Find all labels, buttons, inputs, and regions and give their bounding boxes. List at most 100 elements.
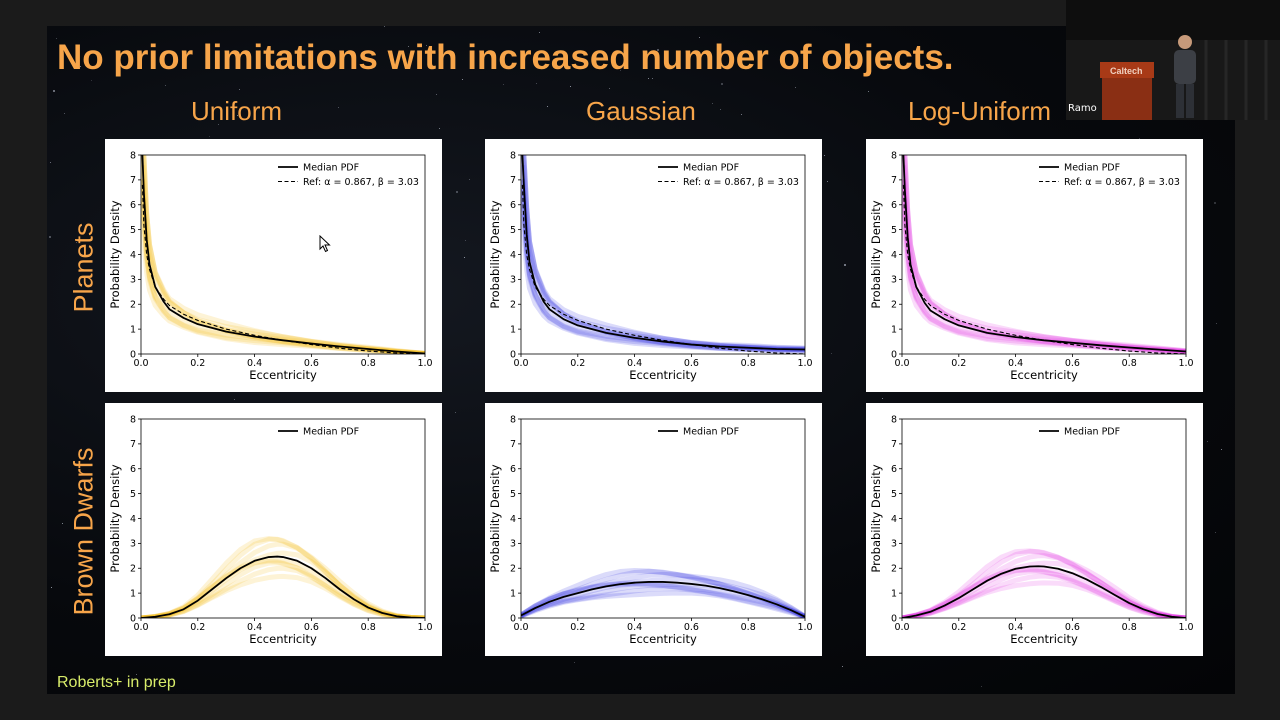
podium	[1100, 62, 1154, 120]
y-axis-label: Probability Density	[488, 200, 502, 308]
x-axis-label: Eccentricity	[249, 368, 317, 382]
y-tick-label: 5	[130, 489, 136, 500]
chart-uniform-brown-dwarfs: 0.0 0.2 0.4 0.6 0.8 1.0 0 1 2 3 4 5 6 7 8 Eccentricity P…	[105, 403, 442, 656]
posterior-sample-band	[141, 560, 425, 618]
posterior-sample-band	[902, 189, 1186, 354]
y-tick-label: 3	[510, 275, 516, 286]
y-tick-label: 7	[510, 439, 516, 450]
y-tick-label: 2	[891, 564, 897, 575]
x-axis-label: Eccentricity	[1010, 632, 1078, 646]
y-tick-label: 2	[510, 300, 516, 311]
y-tick-label: 0	[891, 613, 897, 624]
median-pdf-line	[902, 155, 1186, 353]
mouse-cursor-icon	[319, 235, 331, 253]
posterior-sample-band	[141, 536, 425, 618]
chart-svg: 0.0 0.2 0.4 0.6 0.8 1.0 0 1 2 3 4 5 6 7 8 Eccentricity P…	[869, 414, 1194, 646]
posterior-sample-band	[902, 155, 1186, 354]
legend: Median PDF Ref: α = 0.867, β = 3.03	[658, 163, 799, 188]
speaker-video-inset: Caltech Ramo	[1066, 0, 1280, 120]
y-tick-label: 3	[130, 539, 136, 550]
posterior-sample-band	[902, 573, 1186, 618]
legend-label: Ref: α = 0.867, β = 3.03	[683, 177, 799, 188]
x-tick-label: 0.8	[741, 622, 756, 633]
y-tick-label: 6	[130, 200, 136, 211]
posterior-sample-band	[902, 214, 1186, 354]
posterior-sample-band	[141, 180, 425, 354]
x-tick-label: 1.0	[417, 622, 432, 633]
legend: Median PDF	[658, 427, 739, 438]
posterior-sample-band	[521, 586, 805, 618]
legend-label: Ref: α = 0.867, β = 3.03	[1064, 177, 1180, 188]
plot-area	[902, 548, 1186, 618]
y-tick-label: 0	[891, 349, 897, 360]
posterior-sample-band	[902, 548, 1186, 618]
x-tick-label: 1.0	[797, 358, 812, 369]
y-tick-label: 5	[130, 225, 136, 236]
y-tick-label: 0	[510, 613, 516, 624]
posterior-sample-band	[141, 155, 425, 354]
x-axis-label: Eccentricity	[629, 632, 697, 646]
posterior-sample-band	[521, 178, 805, 353]
x-tick-label: 0.6	[1065, 358, 1080, 369]
posterior-sample-band	[902, 155, 1186, 354]
y-tick-label: 7	[891, 175, 897, 186]
y-tick-label: 6	[891, 200, 897, 211]
axes-frame	[140, 418, 426, 619]
posterior-sample-band	[141, 573, 425, 618]
y-axis-label: Probability Density	[108, 200, 122, 308]
posterior-sample-band	[521, 189, 805, 353]
y-tick-label: 4	[510, 514, 516, 525]
posterior-sample-band	[902, 569, 1186, 618]
y-tick-label: 1	[891, 588, 897, 599]
legend-label: Ref: α = 0.867, β = 3.03	[303, 177, 419, 188]
slide: No prior limitations with increased numb…	[47, 26, 1235, 694]
median-pdf-line	[141, 155, 425, 354]
column-title-log-uniform: Log-Uniform	[908, 96, 1052, 126]
median-pdf-line	[902, 565, 1186, 618]
y-tick-label: 3	[891, 275, 897, 286]
posterior-sample-band	[141, 536, 425, 618]
x-tick-label: 0.4	[1008, 358, 1023, 369]
y-tick-label: 3	[130, 275, 136, 286]
x-axis-label: Eccentricity	[249, 632, 317, 646]
x-tick-label: 0.6	[1065, 622, 1080, 633]
chart-svg: 0.0 0.2 0.4 0.6 0.8 1.0 0 1 2 3 4 5 6 7 8 Eccentricity P…	[108, 414, 433, 646]
x-tick-label: 1.0	[1178, 358, 1193, 369]
plot-area	[902, 155, 1186, 354]
x-tick-label: 0.6	[304, 358, 319, 369]
y-tick-label: 6	[891, 464, 897, 475]
x-tick-label: 0.8	[361, 358, 376, 369]
legend: Median PDF	[1039, 427, 1120, 438]
speaker-person	[1174, 35, 1196, 118]
stage-curtain	[1204, 40, 1268, 120]
legend: Median PDF	[278, 427, 359, 438]
reference-pdf-line	[141, 184, 425, 354]
x-tick-label: 0.0	[133, 358, 148, 369]
y-tick-label: 1	[510, 324, 516, 335]
y-tick-label: 2	[510, 564, 516, 575]
posterior-sample-band	[902, 580, 1186, 618]
x-tick-label: 0.4	[627, 358, 642, 369]
y-tick-label: 5	[510, 225, 516, 236]
x-tick-label: 0.4	[247, 622, 262, 633]
posterior-sample-band	[521, 590, 805, 618]
y-tick-label: 8	[510, 414, 516, 425]
legend: Median PDF Ref: α = 0.867, β = 3.03	[1039, 163, 1180, 188]
x-tick-label: 0.2	[570, 358, 585, 369]
x-tick-label: 0.2	[951, 622, 966, 633]
y-tick-label: 8	[891, 150, 897, 161]
y-tick-label: 7	[130, 175, 136, 186]
x-tick-label: 0.2	[570, 622, 585, 633]
posterior-sample-band	[902, 178, 1186, 354]
plot-area	[141, 155, 425, 354]
y-tick-label: 4	[130, 250, 136, 261]
median-pdf-line	[521, 155, 805, 351]
y-tick-label: 8	[510, 150, 516, 161]
y-tick-label: 7	[891, 439, 897, 450]
slide-title: No prior limitations with increased numb…	[57, 38, 954, 77]
legend-label: Median PDF	[683, 163, 739, 174]
y-axis-label: Probability Density	[488, 464, 502, 572]
y-tick-label: 3	[510, 539, 516, 550]
x-tick-label: 1.0	[1178, 622, 1193, 633]
x-tick-label: 0.8	[1122, 622, 1137, 633]
